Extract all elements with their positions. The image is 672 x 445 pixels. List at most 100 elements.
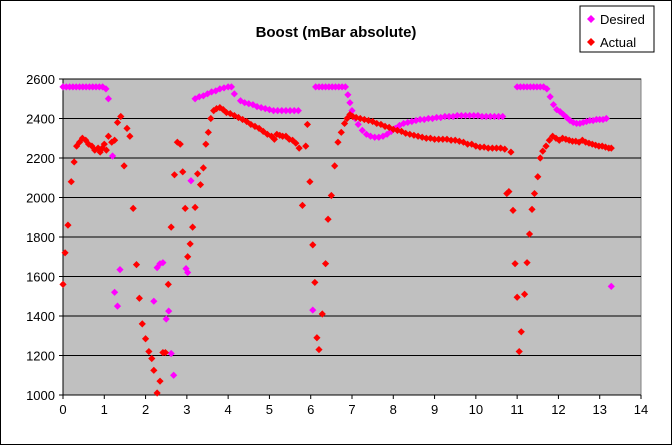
data-point-desired	[478, 112, 486, 121]
x-tick-label: 0	[59, 402, 66, 417]
data-point-desired	[441, 112, 449, 121]
y-tick-label: 1800	[26, 230, 55, 245]
data-point-actual	[511, 260, 519, 268]
data-point-actual	[189, 223, 197, 231]
x-tick-label: 3	[183, 402, 190, 417]
data-point-actual	[306, 178, 314, 186]
data-point-actual	[418, 133, 426, 141]
data-point-actual	[360, 115, 368, 124]
data-point-actual	[102, 146, 110, 154]
data-point-actual	[558, 134, 567, 142]
data-point-desired	[261, 105, 269, 113]
data-point-actual	[295, 144, 303, 152]
x-tick-label: 2	[142, 402, 149, 417]
data-point-desired	[383, 130, 391, 138]
data-point-actual	[523, 259, 531, 267]
data-point-desired	[341, 83, 349, 91]
data-point-actual	[492, 144, 501, 152]
data-point-actual	[324, 215, 332, 223]
data-point-desired	[167, 349, 175, 358]
data-point-actual	[397, 127, 406, 135]
data-point-desired	[290, 107, 298, 115]
data-point-actual	[588, 140, 596, 148]
data-point-actual	[591, 141, 600, 149]
data-point-actual	[135, 294, 143, 302]
data-point-actual	[406, 130, 414, 138]
data-point-actual	[369, 117, 377, 126]
y-tick-label: 2200	[26, 151, 55, 166]
data-point-desired	[269, 107, 278, 115]
data-point-desired	[490, 112, 499, 121]
data-point-actual	[447, 136, 455, 144]
data-point-actual	[337, 128, 345, 136]
data-point-actual	[315, 345, 323, 354]
data-point-actual	[199, 164, 207, 172]
data-point-desired	[216, 85, 224, 93]
data-point-actual	[207, 114, 215, 123]
x-tick-label: 1	[101, 402, 108, 417]
data-point-desired	[400, 119, 408, 128]
data-point-actual	[104, 132, 113, 140]
data-point-actual	[578, 136, 586, 144]
data-point-actual	[539, 147, 547, 155]
data-point-desired	[424, 114, 432, 123]
data-point-actual	[117, 112, 125, 121]
data-point-actual	[509, 206, 517, 214]
data-point-actual	[145, 347, 153, 356]
data-point-desired	[461, 111, 470, 120]
data-point-actual	[435, 135, 443, 143]
data-point-desired	[294, 107, 302, 115]
data-point-desired	[156, 260, 164, 268]
data-point-desired	[346, 99, 354, 107]
data-point-desired	[257, 104, 265, 112]
data-point-actual	[334, 138, 342, 146]
data-point-desired	[482, 112, 490, 121]
data-point-actual	[464, 140, 472, 148]
data-point-actual	[402, 129, 410, 137]
data-point-actual	[422, 134, 430, 142]
x-tick-label: 4	[225, 402, 232, 417]
grid-lines	[63, 78, 641, 356]
data-point-desired	[499, 112, 507, 121]
data-point-desired	[286, 107, 294, 115]
legend-marker-desired	[587, 15, 595, 23]
data-point-actual	[191, 203, 199, 211]
data-point-desired	[433, 113, 441, 122]
data-point-desired	[453, 111, 461, 120]
x-tick-label: 10	[469, 402, 483, 417]
data-point-desired	[546, 93, 554, 101]
x-tick-label: 9	[431, 402, 438, 417]
data-point-actual	[484, 144, 492, 152]
data-point-actual	[179, 168, 187, 176]
data-point-desired	[576, 119, 584, 128]
y-tick-label: 2000	[26, 191, 55, 206]
data-point-desired	[102, 85, 110, 93]
data-point-desired	[354, 120, 362, 129]
x-tick-label: 12	[551, 402, 565, 417]
data-point-actual	[148, 354, 156, 363]
data-point-actual	[313, 334, 321, 342]
data-point-actual	[100, 140, 108, 148]
data-point-actual	[59, 280, 67, 288]
y-tick-label: 2400	[26, 112, 55, 127]
data-point-actual	[515, 347, 523, 356]
data-point-desired	[474, 111, 482, 120]
data-point-desired	[309, 306, 317, 314]
data-point-actual	[153, 389, 161, 397]
data-point-actual	[176, 140, 184, 148]
data-point-actual	[555, 136, 563, 144]
data-point-desired	[457, 111, 466, 120]
data-point-actual	[488, 144, 496, 152]
data-point-actual	[476, 143, 484, 151]
data-point-actual	[164, 280, 172, 288]
data-point-actual	[129, 204, 137, 212]
data-point-desired	[470, 111, 478, 120]
data-point-actual	[161, 348, 169, 357]
data-point-actual	[414, 132, 422, 140]
data-point-actual	[575, 138, 583, 146]
data-point-desired	[170, 371, 178, 379]
data-point-actual	[585, 139, 593, 147]
data-point-actual	[113, 118, 122, 127]
